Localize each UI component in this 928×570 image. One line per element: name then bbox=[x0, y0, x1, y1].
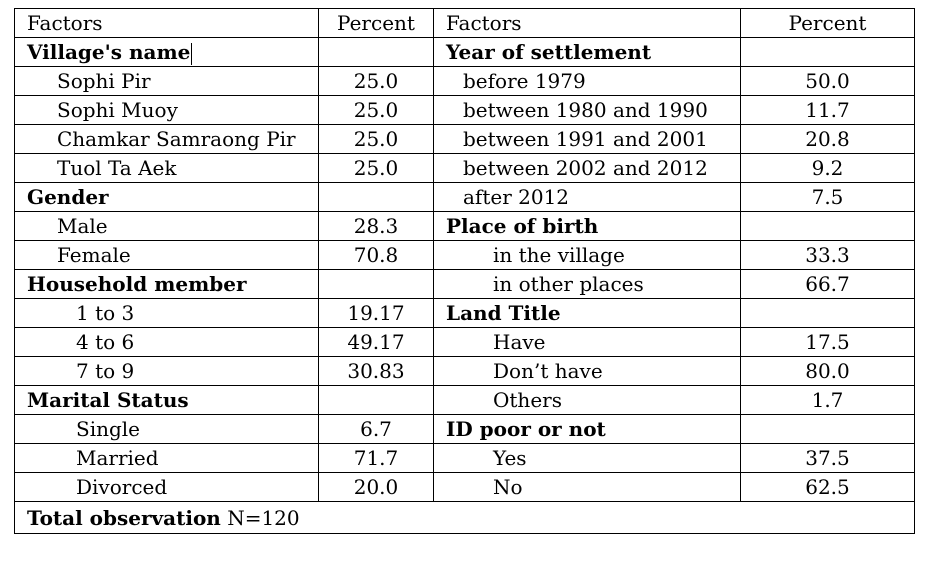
header-row: Factors Percent Factors Percent bbox=[14, 8, 915, 38]
percent-value bbox=[318, 37, 434, 67]
factor-label: Male bbox=[14, 211, 319, 241]
factor-label: between 1991 and 2001 bbox=[433, 124, 741, 154]
factor-label: Others bbox=[433, 385, 741, 415]
percent-value: 70.8 bbox=[318, 240, 434, 270]
table-row: Household member in other places 66.7 bbox=[14, 269, 915, 299]
factor-label: Sophi Muoy bbox=[14, 95, 319, 125]
table-row: Sophi Muoy 25.0 between 1980 and 1990 11.7 bbox=[14, 95, 915, 125]
factor-label: Tuol Ta Aek bbox=[14, 153, 319, 183]
table-row: 4 to 6 49.17 Have 17.5 bbox=[14, 327, 915, 357]
table-row: Chamkar Samraong Pir 25.0 between 1991 and… bbox=[14, 124, 915, 154]
table-row: Divorced 20.0 No 62.5 bbox=[14, 472, 915, 502]
percent-value: 6.7 bbox=[318, 414, 434, 444]
table-row: Sophi Pir 25.0 before 1979 50.0 bbox=[14, 66, 915, 96]
factor-label: Chamkar Samraong Pir bbox=[14, 124, 319, 154]
percent-value: 20.8 bbox=[740, 124, 915, 154]
percent-value bbox=[740, 298, 915, 328]
percent-value: 1.7 bbox=[740, 385, 915, 415]
category-heading: Year of settlement bbox=[433, 37, 741, 67]
header-factors-left: Factors bbox=[14, 8, 319, 38]
percent-value: 25.0 bbox=[318, 95, 434, 125]
percent-value: 37.5 bbox=[740, 443, 915, 473]
table-row: Male 28.3 Place of birth bbox=[14, 211, 915, 241]
percent-value: 66.7 bbox=[740, 269, 915, 299]
total-label: Total observation bbox=[27, 505, 221, 530]
factor-label: No bbox=[433, 472, 741, 502]
demographics-table: Factors Percent Factors Percent Village'… bbox=[14, 8, 915, 534]
factor-label: in other places bbox=[433, 269, 741, 299]
percent-value bbox=[740, 414, 915, 444]
table-row: Female 70.8 in the village 33.3 bbox=[14, 240, 915, 270]
percent-value: 50.0 bbox=[740, 66, 915, 96]
percent-value: 25.0 bbox=[318, 153, 434, 183]
table-row: Village's name Year of settlement bbox=[14, 37, 915, 67]
percent-value: 19.17 bbox=[318, 298, 434, 328]
table-row: Gender after 2012 7.5 bbox=[14, 182, 915, 212]
factor-label: between 2002 and 2012 bbox=[433, 153, 741, 183]
percent-value bbox=[740, 211, 915, 241]
factor-label: 1 to 3 bbox=[14, 298, 319, 328]
table-row: Tuol Ta Aek 25.0 between 2002 and 2012 9.2 bbox=[14, 153, 915, 183]
percent-value: 30.83 bbox=[318, 356, 434, 386]
header-percent-right: Percent bbox=[740, 8, 915, 38]
category-heading: ID poor or not bbox=[433, 414, 741, 444]
percent-value: 17.5 bbox=[740, 327, 915, 357]
category-heading: Place of birth bbox=[433, 211, 741, 241]
factor-label: Sophi Pir bbox=[14, 66, 319, 96]
factor-label: Don’t have bbox=[433, 356, 741, 386]
category-heading: Household member bbox=[14, 269, 319, 299]
percent-value: 62.5 bbox=[740, 472, 915, 502]
factor-label: Yes bbox=[433, 443, 741, 473]
percent-value: 20.0 bbox=[318, 472, 434, 502]
percent-value: 25.0 bbox=[318, 66, 434, 96]
percent-value: 25.0 bbox=[318, 124, 434, 154]
table-row: 7 to 9 30.83 Don’t have 80.0 bbox=[14, 356, 915, 386]
factor-label: Female bbox=[14, 240, 319, 270]
category-heading: Village's name bbox=[14, 37, 319, 67]
factor-label: 4 to 6 bbox=[14, 327, 319, 357]
table-row: Single 6.7 ID poor or not bbox=[14, 414, 915, 444]
percent-value: 11.7 bbox=[740, 95, 915, 125]
percent-value: 71.7 bbox=[318, 443, 434, 473]
header-percent-left: Percent bbox=[318, 8, 434, 38]
percent-value bbox=[318, 385, 434, 415]
percent-value: 7.5 bbox=[740, 182, 915, 212]
percent-value bbox=[318, 269, 434, 299]
category-heading: Marital Status bbox=[14, 385, 319, 415]
factor-label: after 2012 bbox=[433, 182, 741, 212]
percent-value: 9.2 bbox=[740, 153, 915, 183]
factor-label: 7 to 9 bbox=[14, 356, 319, 386]
factor-label: in the village bbox=[433, 240, 741, 270]
factor-label: Single bbox=[14, 414, 319, 444]
percent-value bbox=[740, 37, 915, 67]
factor-label: Have bbox=[433, 327, 741, 357]
total-row: Total observation N=120 bbox=[14, 501, 915, 534]
percent-value bbox=[318, 182, 434, 212]
percent-value: 28.3 bbox=[318, 211, 434, 241]
percent-value: 80.0 bbox=[740, 356, 915, 386]
header-factors-right: Factors bbox=[433, 8, 741, 38]
factor-label: Married bbox=[14, 443, 319, 473]
percent-value: 33.3 bbox=[740, 240, 915, 270]
total-value: N=120 bbox=[227, 505, 300, 530]
category-heading: Gender bbox=[14, 182, 319, 212]
factor-label: before 1979 bbox=[433, 66, 741, 96]
text-cursor bbox=[191, 42, 193, 65]
factor-label: between 1980 and 1990 bbox=[433, 95, 741, 125]
percent-value: 49.17 bbox=[318, 327, 434, 357]
factor-label: Divorced bbox=[14, 472, 319, 502]
table-row: 1 to 3 19.17 Land Title bbox=[14, 298, 915, 328]
category-heading: Land Title bbox=[433, 298, 741, 328]
table-row: Marital Status Others 1.7 bbox=[14, 385, 915, 415]
table-row: Married 71.7 Yes 37.5 bbox=[14, 443, 915, 473]
